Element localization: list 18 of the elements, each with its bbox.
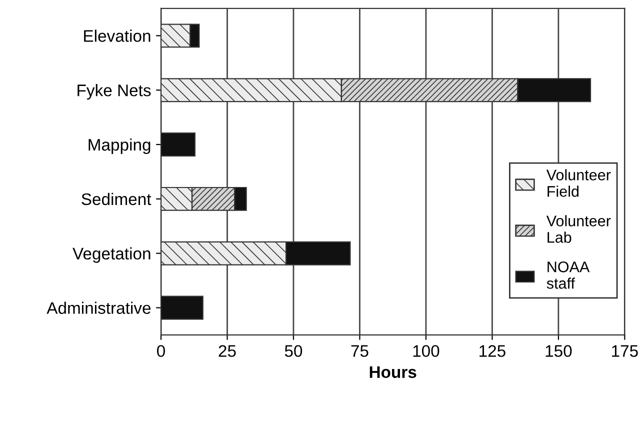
- y-tick-label: Mapping: [88, 138, 150, 154]
- x-tick-label: 125: [480, 345, 506, 357]
- legend-label: Volunteer Lab: [546, 215, 611, 243]
- legend-label: NOAA staff: [546, 262, 590, 289]
- x-tick-label: 25: [218, 345, 236, 357]
- x-tick-label: 175: [612, 345, 638, 357]
- y-tick-label: Administrative: [46, 302, 151, 314]
- x-tick-label: 150: [546, 345, 572, 357]
- x-tick-label: 75: [351, 345, 368, 357]
- y-tick-label: Elevation: [84, 30, 150, 42]
- y-tick-label: Sediment: [82, 192, 152, 206]
- y-tick-label: Vegetation: [72, 247, 150, 263]
- legend-label: Volunteer Field: [546, 169, 611, 197]
- y-tick-label: Fyke Nets: [78, 84, 151, 100]
- x-tick-label: 50: [284, 345, 302, 357]
- x-axis-title: Hours: [370, 366, 416, 378]
- x-tick-label: 0: [157, 345, 165, 357]
- x-tick-label: 100: [413, 345, 440, 357]
